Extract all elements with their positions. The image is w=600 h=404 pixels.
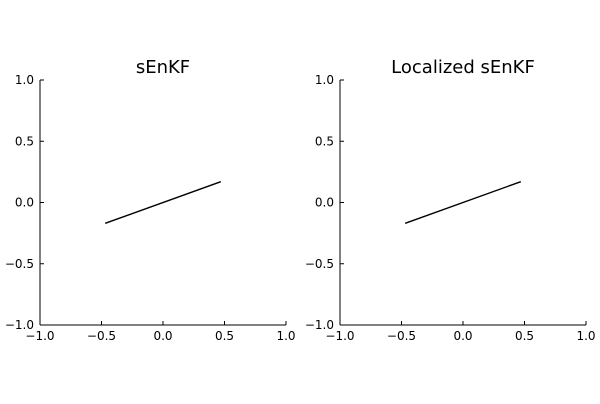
x-tick-label: 0.0 [153,329,172,343]
y-tick-label: −1.0 [5,318,34,332]
y-tick-label: 1.0 [315,73,334,87]
y-tick-label: −1.0 [305,318,334,332]
x-tick-label: 0.5 [215,329,234,343]
x-tick-label: −1.0 [325,329,354,343]
x-tick-label: −0.5 [387,329,416,343]
y-tick-label: 0.5 [15,134,34,148]
panel-1: sEnKF −1.0 −0.5 0.0 0.5 1.0 −1.0 −0.5 0.0 0.5 1.0 [5,57,296,343]
panel-2: Localized sEnKF −1.0 −0.5 0.0 0.5 1.0 −1.0 −0.5… [305,57,596,343]
panel-title: sEnKF [136,57,190,78]
series-line-1 [404,181,522,224]
y-tick-label: 1.0 [15,73,34,87]
y-tick-label: −0.5 [305,257,334,271]
series-line-1 [104,181,222,224]
x-tick-label: 0.0 [453,329,472,343]
y-tick-label: 0.5 [315,134,334,148]
x-tick-label: −0.5 [87,329,116,343]
x-tick-label: 1.0 [576,329,595,343]
x-tick-label: 1.0 [276,329,295,343]
y-tick-label: 0.0 [315,196,334,210]
x-tick-label: −1.0 [25,329,54,343]
y-tick-label: −0.5 [5,257,34,271]
x-tick-label: 0.5 [515,329,534,343]
y-tick-label: 0.0 [15,196,34,210]
panel-title: Localized sEnKF [391,57,535,78]
